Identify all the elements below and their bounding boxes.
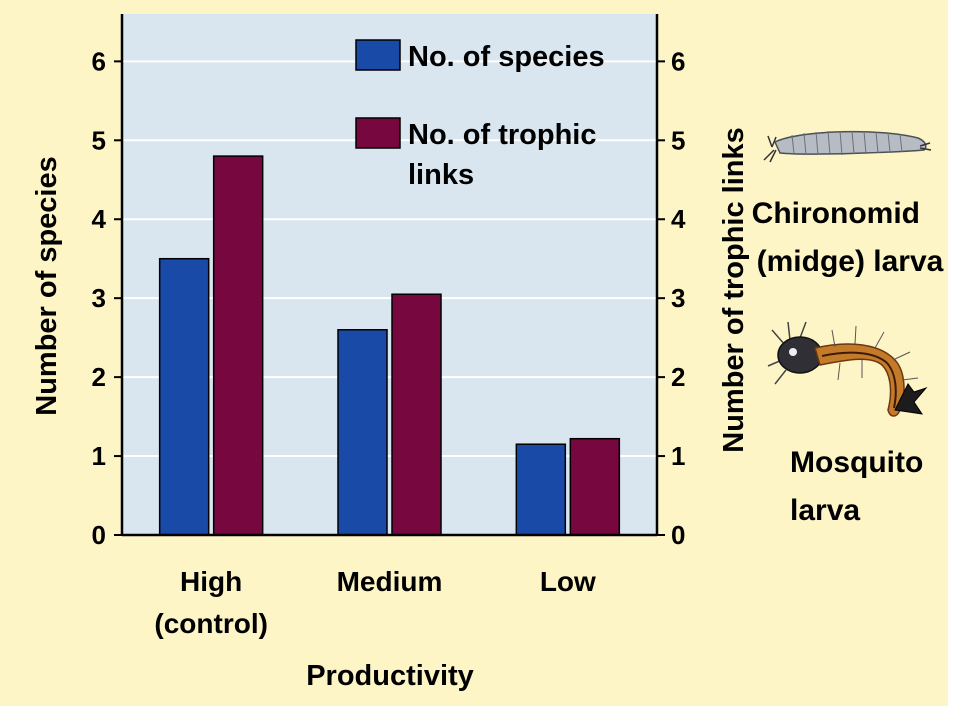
- x-category-label-line: Low: [540, 566, 596, 597]
- legend-label-line: No. of species: [408, 41, 605, 73]
- y-tick-label-left: 2: [92, 362, 106, 392]
- x-category-label-line: (control): [154, 608, 268, 639]
- legend-label-line: No. of trophic: [408, 119, 596, 151]
- y-tick-label-right: 1: [671, 441, 685, 471]
- x-category-label: Low: [540, 566, 596, 597]
- organism-label-chironomid-line: (midge) larva: [757, 245, 944, 278]
- bar-species: [337, 329, 388, 536]
- y-axis-title-right: Number of trophic links: [718, 127, 750, 452]
- bar-chart: 0 0 1 1 2 2 3 3 4 4 5 5 6 6 High (control) Medium Low No.…: [31, 14, 944, 692]
- bar-trophic-links: [391, 293, 442, 536]
- organism-label-chironomid-line: Chironomid: [752, 197, 920, 230]
- legend: No. of species No. of trophic links: [355, 39, 605, 191]
- organism-label-mosquito-line: larva: [790, 494, 860, 527]
- legend-swatch-species: [355, 39, 401, 71]
- x-category-label: Medium: [337, 566, 443, 597]
- organism-label-mosquito-line: Mosquito: [790, 446, 923, 479]
- y-tick-label-left: 4: [92, 204, 107, 234]
- mosquito-larva-icon: [767, 321, 928, 417]
- x-category-label-line: Medium: [337, 566, 443, 597]
- organism-label-chironomid: Chironomid (midge) larva: [752, 197, 944, 278]
- chironomid-larva-icon: [763, 130, 932, 163]
- plot-area: [122, 14, 657, 535]
- bar-trophic-links: [212, 155, 264, 536]
- y-tick-label-right: 3: [671, 283, 685, 313]
- y-tick-label-left: 3: [92, 283, 106, 313]
- organism-label-mosquito: Mosquito larva: [790, 446, 932, 527]
- y-tick-label-right: 6: [671, 46, 685, 76]
- legend-label-line: links: [408, 159, 474, 191]
- axes: 0 0 1 1 2 2 3 3 4 4 5 5 6 6 High (control) Medium Low: [92, 14, 686, 639]
- bar-species: [158, 257, 210, 536]
- y-tick-label-left: 1: [92, 441, 106, 471]
- y-tick-label-right: 4: [671, 204, 686, 234]
- y-tick-label-right: 0: [671, 520, 685, 550]
- x-axis-title: Productivity: [306, 660, 474, 692]
- y-tick-label-right: 5: [671, 125, 685, 155]
- y-tick-label-left: 6: [92, 46, 106, 76]
- x-category-label: High (control): [154, 566, 268, 639]
- y-tick-label-left: 5: [92, 125, 106, 155]
- bar-trophic-links: [569, 437, 621, 536]
- y-tick-label-left: 0: [92, 520, 106, 550]
- legend-label-species: No. of species: [408, 41, 605, 73]
- legend-swatch-trophic-links: [355, 117, 401, 149]
- legend-label-trophic-links: No. of trophic links: [408, 119, 596, 191]
- y-tick-label-right: 2: [671, 362, 685, 392]
- x-category-label-line: High: [180, 566, 242, 597]
- bars: [158, 155, 621, 536]
- figure-background: 0 0 1 1 2 2 3 3 4 4 5 5 6 6 High (control) Medium Low No.…: [0, 0, 948, 706]
- y-axis-title-left: Number of species: [31, 156, 63, 415]
- bar-species: [515, 443, 567, 536]
